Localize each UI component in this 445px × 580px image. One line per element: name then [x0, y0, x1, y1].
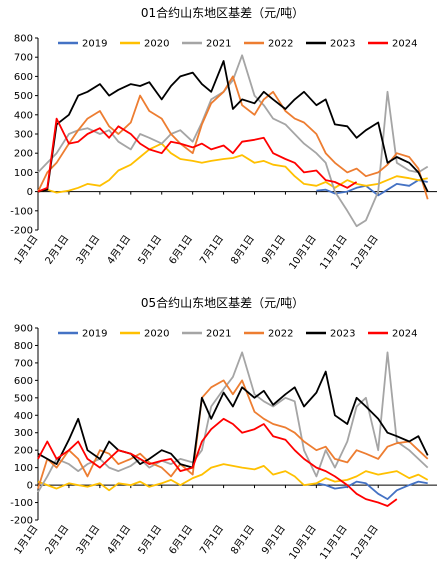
legend-label: 2019 — [82, 329, 107, 340]
y-tick-label: 400 — [14, 411, 33, 422]
legend-item-2022: 2022 — [244, 39, 293, 50]
series-line-2024 — [37, 417, 398, 507]
y-tick-label: 600 — [14, 376, 33, 387]
y-tick-label: 100 — [14, 463, 33, 474]
y-tick-label: -100 — [10, 206, 33, 217]
x-tick-label: 7月1日 — [197, 523, 226, 557]
x-tick-label: 8月1日 — [228, 233, 257, 267]
y-tick-label: 500 — [14, 91, 33, 102]
x-tick-label: 2月1日 — [43, 233, 72, 267]
series-line-2021 — [37, 54, 429, 228]
x-tick-label: 9月1日 — [259, 233, 288, 267]
series-line-2023 — [37, 370, 429, 469]
legend-item-2023: 2023 — [306, 39, 355, 50]
series-line-2024 — [37, 117, 358, 193]
x-tick-label: 8月1日 — [228, 523, 257, 557]
y-tick-label: 900 — [14, 324, 33, 335]
x-tick-label: 7月1日 — [197, 233, 226, 267]
y-tick-label: -200 — [10, 226, 33, 237]
x-tick-label: 1月1日 — [12, 233, 41, 267]
chart-svg: 05合约山东地区基差（元/吨） -200 -100 0 100 200 300 400 500 6… — [10, 295, 437, 562]
legend-label: 2020 — [144, 39, 169, 50]
legend-label: 2023 — [330, 329, 355, 340]
y-tick-label: 800 — [14, 341, 33, 352]
y-tick-label: 200 — [14, 149, 33, 160]
chart-svg: 01合约山东地区基差（元/吨） -200 -100 0 100 200 300 400 500 6… — [10, 5, 437, 272]
x-tick-label: 3月1日 — [74, 523, 103, 557]
series-line-2020 — [37, 142, 428, 194]
y-tick-label: 700 — [14, 358, 33, 369]
x-tick-label: 10月1日 — [287, 233, 319, 272]
x-tick-label: 11月1日 — [318, 233, 350, 272]
y-tick-label: 300 — [14, 428, 33, 439]
chart-01-contract: 01合约山东地区基差（元/吨） -200 -100 0 100 200 300 400 500 6… — [10, 5, 437, 272]
legend-label: 2021 — [206, 39, 231, 50]
legend-item-2023: 2023 — [306, 329, 355, 340]
legend-item-2022: 2022 — [244, 329, 293, 340]
x-tick-label: 3月1日 — [74, 233, 103, 267]
x-tick-label: 6月1日 — [167, 523, 196, 557]
legend-item-2019: 2019 — [58, 39, 107, 50]
legend-label: 2023 — [330, 39, 355, 50]
legend-item-2020: 2020 — [120, 329, 169, 340]
y-tick-label: -100 — [10, 498, 33, 509]
legend-item-2020: 2020 — [120, 39, 169, 50]
x-tick-label: 10月1日 — [287, 523, 319, 562]
series-line-2020 — [37, 463, 429, 492]
y-tick-label: 500 — [14, 393, 33, 404]
y-tick-label: 600 — [14, 72, 33, 83]
legend-label: 2024 — [392, 329, 417, 340]
legend-item-2024: 2024 — [368, 329, 417, 340]
y-tick-label: 700 — [14, 53, 33, 64]
x-tick-label: 12月1日 — [348, 233, 380, 272]
y-tick-label: 400 — [14, 110, 33, 121]
y-tick-label: 0 — [27, 481, 33, 492]
legend-item-2021: 2021 — [182, 39, 231, 50]
legend-label: 2022 — [268, 329, 293, 340]
chart-05-contract: 05合约山东地区基差（元/吨） -200 -100 0 100 200 300 400 500 6… — [0, 290, 445, 580]
x-tick-label: 2月1日 — [43, 523, 72, 557]
legend-label: 2021 — [206, 329, 231, 340]
x-tick-label: 6月1日 — [167, 233, 196, 267]
x-tick-label: 5月1日 — [136, 233, 165, 267]
legend-label: 2024 — [392, 39, 417, 50]
chart-title: 01合约山东地区基差（元/吨） — [141, 5, 304, 20]
y-tick-label: 0 — [27, 187, 33, 198]
series-line-2022 — [37, 75, 429, 200]
legend-label: 2022 — [268, 39, 293, 50]
series-line-2019 — [316, 179, 428, 197]
x-tick-label: 5月1日 — [136, 523, 165, 557]
legend-label: 2019 — [82, 39, 107, 50]
series-line-2019 — [316, 480, 428, 500]
x-tick-label: 9月1日 — [259, 523, 288, 557]
y-tick-label: 100 — [14, 168, 33, 179]
x-tick-label: 4月1日 — [105, 523, 134, 557]
chart-title: 05合约山东地区基差（元/吨） — [141, 295, 304, 310]
legend-item-2019: 2019 — [58, 329, 107, 340]
y-tick-label: 200 — [14, 446, 33, 457]
x-tick-label: 11月1日 — [318, 523, 350, 562]
legend-item-2021: 2021 — [182, 329, 231, 340]
series-line-2021 — [37, 351, 429, 493]
y-tick-label: 300 — [14, 130, 33, 141]
legend-item-2024: 2024 — [368, 39, 417, 50]
x-tick-label: 4月1日 — [105, 233, 134, 267]
x-tick-label: 12月1日 — [348, 523, 380, 562]
legend-label: 2020 — [144, 329, 169, 340]
y-tick-label: 800 — [14, 34, 33, 45]
y-tick-label: -200 — [10, 516, 33, 527]
series-line-2023 — [37, 60, 429, 193]
x-tick-label: 1月1日 — [12, 523, 41, 557]
